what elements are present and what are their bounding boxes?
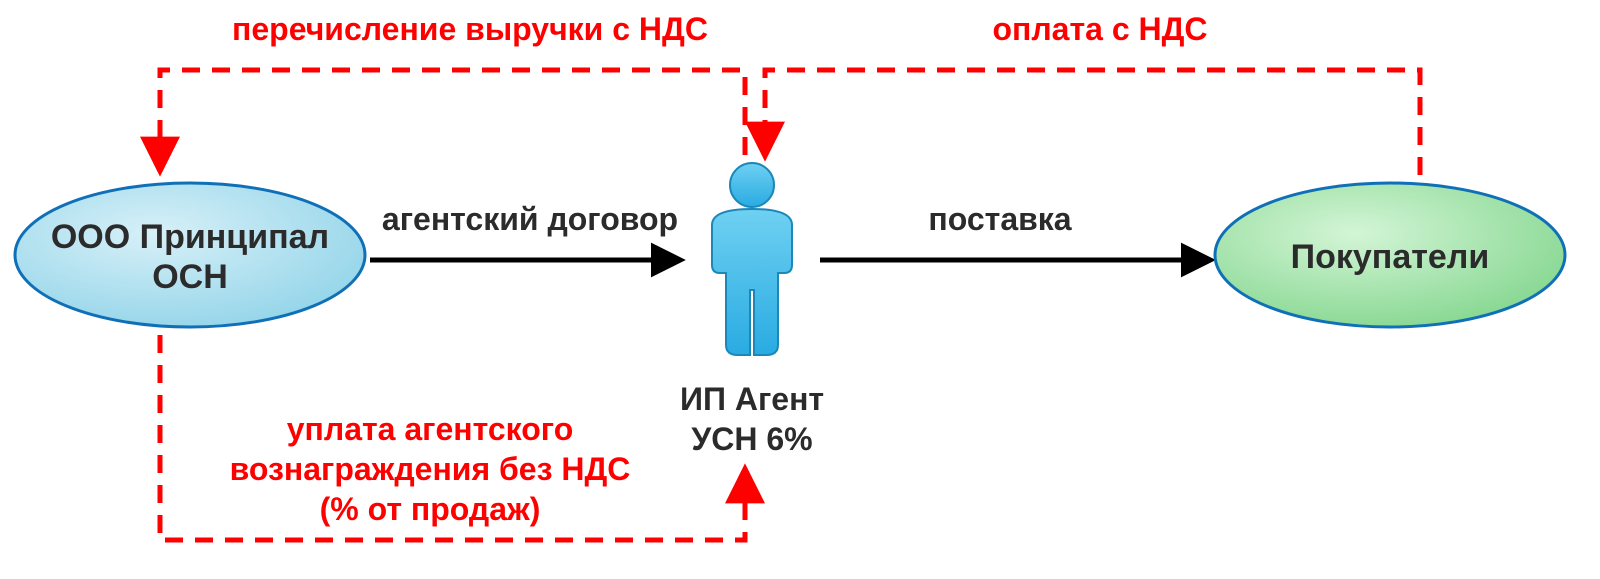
edge-payment-vat — [765, 70, 1420, 175]
label-revenue-transfer: перечисление выручки с НДС — [232, 11, 708, 47]
label-agent-fee-2: вознаграждения без НДС — [230, 451, 631, 487]
person-icon — [712, 163, 792, 355]
node-principal-label1: ООО Принципал — [51, 218, 329, 256]
label-agent-fee-1: уплата агентского — [287, 411, 574, 447]
label-payment-vat: оплата с НДС — [992, 11, 1207, 47]
node-agent-label2: УСН 6% — [691, 421, 812, 457]
edge-revenue-transfer — [160, 70, 745, 170]
node-buyers-label: Покупатели — [1291, 238, 1490, 276]
label-agent-fee-3: (% от продаж) — [320, 491, 541, 527]
node-principal-label2: ОСН — [152, 258, 228, 296]
node-agent — [712, 163, 792, 355]
node-agent-label1: ИП Агент — [680, 381, 824, 417]
label-delivery: поставка — [928, 201, 1071, 237]
label-agency-contract: агентский договор — [382, 201, 678, 237]
